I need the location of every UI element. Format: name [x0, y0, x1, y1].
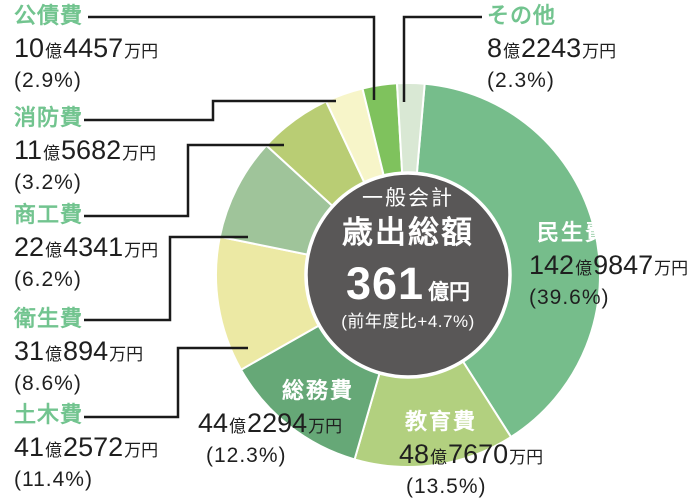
total-unit: 億円 [428, 281, 471, 305]
leader-line-kosaihi [88, 15, 376, 100]
category-label: 民生費 [537, 220, 610, 245]
callout-kyoikuhi: 教育費 48億7670万円 (13.5%) [399, 409, 544, 498]
category-label: 商工費 [14, 202, 84, 227]
total-amount: 361 億円 [308, 259, 508, 309]
callout-dobokuhi: 土木費 41億2572万円 (11.4%) [14, 402, 159, 491]
category-amount: 11億5682万円 [14, 134, 157, 165]
total-number: 361 [345, 258, 425, 310]
category-label: 教育費 [405, 409, 478, 434]
category-label: 土木費 [14, 402, 84, 427]
category-percent: (13.5%) [406, 474, 487, 498]
category-percent: (2.3%) [487, 68, 555, 92]
category-percent: (8.6%) [14, 371, 82, 395]
callout-minseihi: 民生費 142億9847万円 (39.6%) [529, 220, 689, 309]
category-amount: 48億7670万円 [399, 438, 544, 469]
category-amount: 31億894万円 [14, 335, 144, 366]
leader-line-eiseihi [84, 235, 248, 322]
category-label: 公債費 [14, 3, 84, 28]
category-percent: (3.2%) [14, 170, 82, 194]
category-amount: 142億9847万円 [529, 249, 689, 280]
category-amount: 8億2243万円 [487, 32, 617, 63]
callout-shokohi: 商工費 22億4341万円 (6.2%) [14, 202, 159, 291]
leader-line-shokohi [84, 143, 284, 218]
category-percent: (11.4%) [14, 467, 93, 491]
leader-line-dobokuhi [84, 346, 248, 419]
category-percent: (2.9%) [14, 68, 82, 92]
donut-center-text: 一般会計 歳出総額 361 億円 (前年度比+4.7%) [308, 187, 508, 331]
category-percent: (12.3%) [206, 443, 287, 467]
category-label: 消防費 [14, 105, 84, 130]
callout-eiseihi: 衛生費 31億894万円 (8.6%) [14, 306, 144, 395]
category-amount: 41億2572万円 [14, 431, 159, 462]
category-percent: (6.2%) [14, 267, 82, 291]
year-over-year-change: (前年度比+4.7%) [341, 311, 475, 331]
callout-sonota: その他 8億2243万円 (2.3%) [487, 3, 617, 92]
category-amount: 22億4341万円 [14, 231, 159, 262]
category-amount: 10億4457万円 [14, 32, 159, 63]
callout-somuhi: 総務費 44億2294万円 (12.3%) [198, 378, 355, 467]
chart-title: 歳出総額 [342, 215, 474, 251]
leader-line-sonota [402, 15, 482, 102]
category-label: 総務費 [282, 378, 355, 403]
category-percent: (39.6%) [529, 285, 610, 309]
leader-line-shobohi [84, 99, 336, 122]
category-label: その他 [487, 3, 557, 28]
category-amount: 44億2294万円 [198, 407, 343, 438]
account-type-label: 一般会計 [362, 187, 454, 210]
category-label: 衛生費 [14, 306, 84, 331]
donut-center-circle [304, 171, 512, 379]
callout-shobohi: 消防費 11億5682万円 (3.2%) [14, 105, 157, 194]
callout-kosaihi: 公債費 10億4457万円 (2.9%) [14, 3, 159, 92]
